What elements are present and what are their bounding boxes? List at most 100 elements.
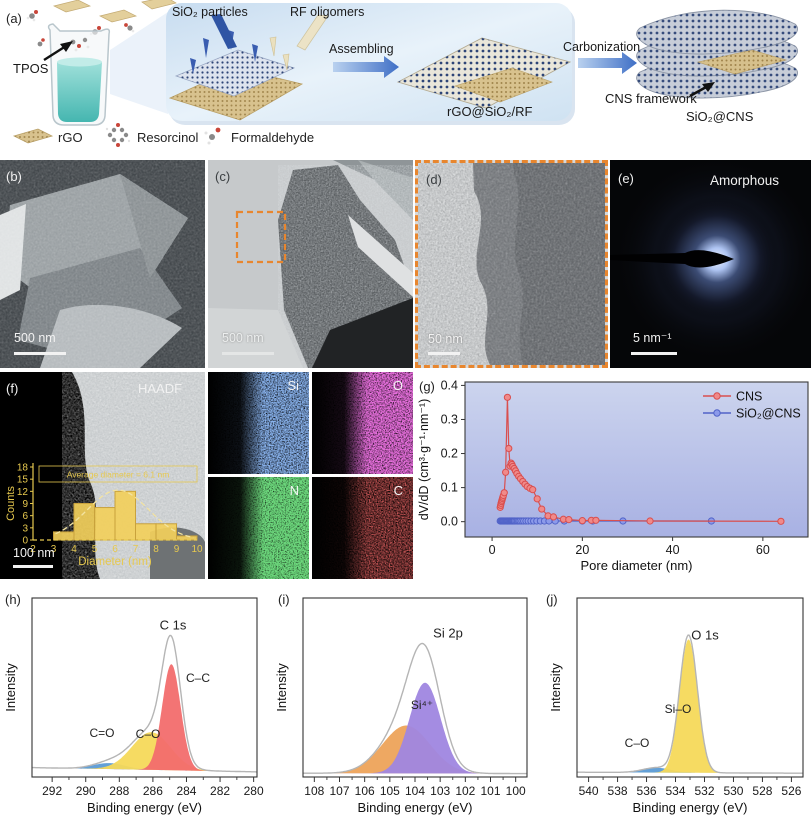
svg-text:4: 4 <box>71 544 77 555</box>
zoom-region-box <box>235 210 287 264</box>
svg-text:0: 0 <box>489 543 496 557</box>
panel-f-scale-text: 100 nm <box>13 546 55 560</box>
panel-c-tem-image: (c) 500 nm <box>208 160 413 368</box>
panel-b-sem-image: (b) 500 nm <box>0 160 205 368</box>
panel-b-scale-text: 500 nm <box>14 331 56 345</box>
svg-text:40: 40 <box>666 543 680 557</box>
svg-text:286: 286 <box>143 784 163 798</box>
carbonization-arrow <box>578 52 637 74</box>
panel-f-haadf-image: 0 3 6 9 12 15 18 2 3 4 5 6 7 8 9 10 Diameter (nm) Counts A… <box>0 372 205 579</box>
svg-text:532: 532 <box>694 784 714 798</box>
svg-text:Binding energy (eV): Binding energy (eV) <box>633 800 748 815</box>
svg-text:104: 104 <box>405 784 425 798</box>
eds-map-o: O <box>312 372 413 474</box>
svg-text:6: 6 <box>112 544 118 555</box>
svg-text:105: 105 <box>380 784 400 798</box>
panel-a-scheme: (a) TPOS SiO₂ particles RF oligomers Ass… <box>0 0 811 155</box>
svg-text:540: 540 <box>579 784 599 798</box>
si4-peak-label: Si⁴⁺ <box>410 698 434 712</box>
panel-e-saed-image: (e) Amorphous 5 nm⁻¹ <box>610 160 811 368</box>
panel-c-scale-bar <box>222 352 274 355</box>
beam-stopper <box>610 250 734 268</box>
cc-peak-label: C–C <box>185 671 211 685</box>
svg-text:280: 280 <box>244 784 264 798</box>
svg-text:102: 102 <box>455 784 475 798</box>
panel-e-scale-text: 5 nm⁻¹ <box>633 331 672 345</box>
scheme-art <box>12 0 799 147</box>
saed-art <box>610 160 811 368</box>
svg-text:0: 0 <box>22 536 28 547</box>
svg-text:20: 20 <box>575 543 589 557</box>
tpos-arrow <box>43 41 73 62</box>
panel-f-label: (f) <box>6 381 19 396</box>
svg-text:100: 100 <box>506 784 526 798</box>
pore-distribution-chart: 0 20 40 60 0.0 0.1 0.2 0.3 0.4 Pore diameter (nm)… <box>417 378 809 573</box>
o1s-region-label: O 1s <box>691 627 719 643</box>
tpos-label: TPOS <box>13 61 49 76</box>
resorcinol-molecule-icon <box>105 123 131 147</box>
cns-framework-arrow <box>689 82 715 98</box>
svg-text:103: 103 <box>430 784 450 798</box>
svg-text:Diameter (nm): Diameter (nm) <box>78 556 152 568</box>
panel-f-scale-bar <box>13 565 53 568</box>
panel-f-technique-label: HAADF <box>138 381 183 396</box>
svg-text:Average diameter = 6.1 nm: Average diameter = 6.1 nm <box>67 470 170 480</box>
panel-e-label: (e) <box>618 171 634 186</box>
svg-text:12: 12 <box>17 487 29 498</box>
eds-si-label: Si <box>287 378 299 393</box>
panel-i-xps-si2p: 108 107 106 105 104 103 102 101 100 Binding energ… <box>270 585 540 815</box>
rgo-sio2-rf-assembled-sheet <box>396 37 572 109</box>
rf-cones <box>269 36 290 71</box>
svg-text:0.2: 0.2 <box>441 447 458 461</box>
svg-text:526: 526 <box>781 784 801 798</box>
svg-text:Intensity: Intensity <box>274 663 289 712</box>
svg-text:0.4: 0.4 <box>441 378 458 392</box>
svg-text:Binding energy (eV): Binding energy (eV) <box>358 800 473 815</box>
svg-text:108: 108 <box>304 784 324 798</box>
rgo-sheet-icon <box>12 128 54 144</box>
eds-map-n: N <box>208 477 309 579</box>
svg-text:0.1: 0.1 <box>441 481 458 495</box>
svg-text:Pore diameter (nm): Pore diameter (nm) <box>581 558 693 573</box>
svg-text:Binding energy (eV): Binding energy (eV) <box>87 800 202 815</box>
formaldehyde-molecule-icon <box>204 127 221 145</box>
eds-maps-grid: Si O N C <box>208 372 413 579</box>
svg-text:5: 5 <box>92 544 98 555</box>
svg-text:dV/dD (cm³·g⁻¹·nm⁻¹): dV/dD (cm³·g⁻¹·nm⁻¹) <box>417 399 431 521</box>
assembling-arrow <box>333 56 399 78</box>
svg-text:Intensity: Intensity <box>548 663 563 712</box>
panel-d-hrtem-image: (d) 50 nm <box>415 160 608 368</box>
svg-text:Counts: Counts <box>5 486 17 521</box>
panel-h-xps-c1s: 292 290 288 286 284 282 280 Binding energy (eV)… <box>0 585 270 815</box>
svg-text:60: 60 <box>756 543 770 557</box>
callout-shape <box>110 12 168 114</box>
xps-si2p-chart: 108 107 106 105 104 103 102 101 100 Binding energ… <box>274 597 528 815</box>
panel-h-label: (h) <box>5 592 21 607</box>
svg-text:6: 6 <box>22 511 28 522</box>
rf-label-arrow <box>296 14 329 51</box>
panel-c-scale-text: 500 nm <box>222 331 264 345</box>
panel-i-label: (i) <box>278 592 290 607</box>
sio2-cns-stack <box>636 9 799 99</box>
svg-text:107: 107 <box>329 784 349 798</box>
svg-text:292: 292 <box>42 784 62 798</box>
tpos-molecules <box>70 37 90 52</box>
svg-text:106: 106 <box>355 784 375 798</box>
svg-text:530: 530 <box>723 784 743 798</box>
svg-text:284: 284 <box>176 784 196 798</box>
svg-text:7: 7 <box>133 544 139 555</box>
eds-map-si: Si <box>208 372 309 474</box>
beaker-icon <box>47 23 111 126</box>
xps-c1s-chart: 292 290 288 286 284 282 280 Binding energy (eV)… <box>3 597 264 815</box>
svg-text:SiO₂@CNS: SiO₂@CNS <box>736 407 801 421</box>
product-label: SiO₂@CNS <box>686 109 754 124</box>
svg-text:282: 282 <box>210 784 230 798</box>
cns-framework-label: CNS framework <box>605 91 697 106</box>
svg-text:0.3: 0.3 <box>441 412 458 426</box>
xps-o1s-chart: 540 538 536 534 532 530 528 526 Binding energy (… <box>548 597 804 815</box>
panel-d-label: (d) <box>426 172 442 187</box>
svg-text:18: 18 <box>17 463 29 474</box>
panel-d-scale-text: 50 nm <box>428 332 463 346</box>
svg-text:538: 538 <box>608 784 628 798</box>
